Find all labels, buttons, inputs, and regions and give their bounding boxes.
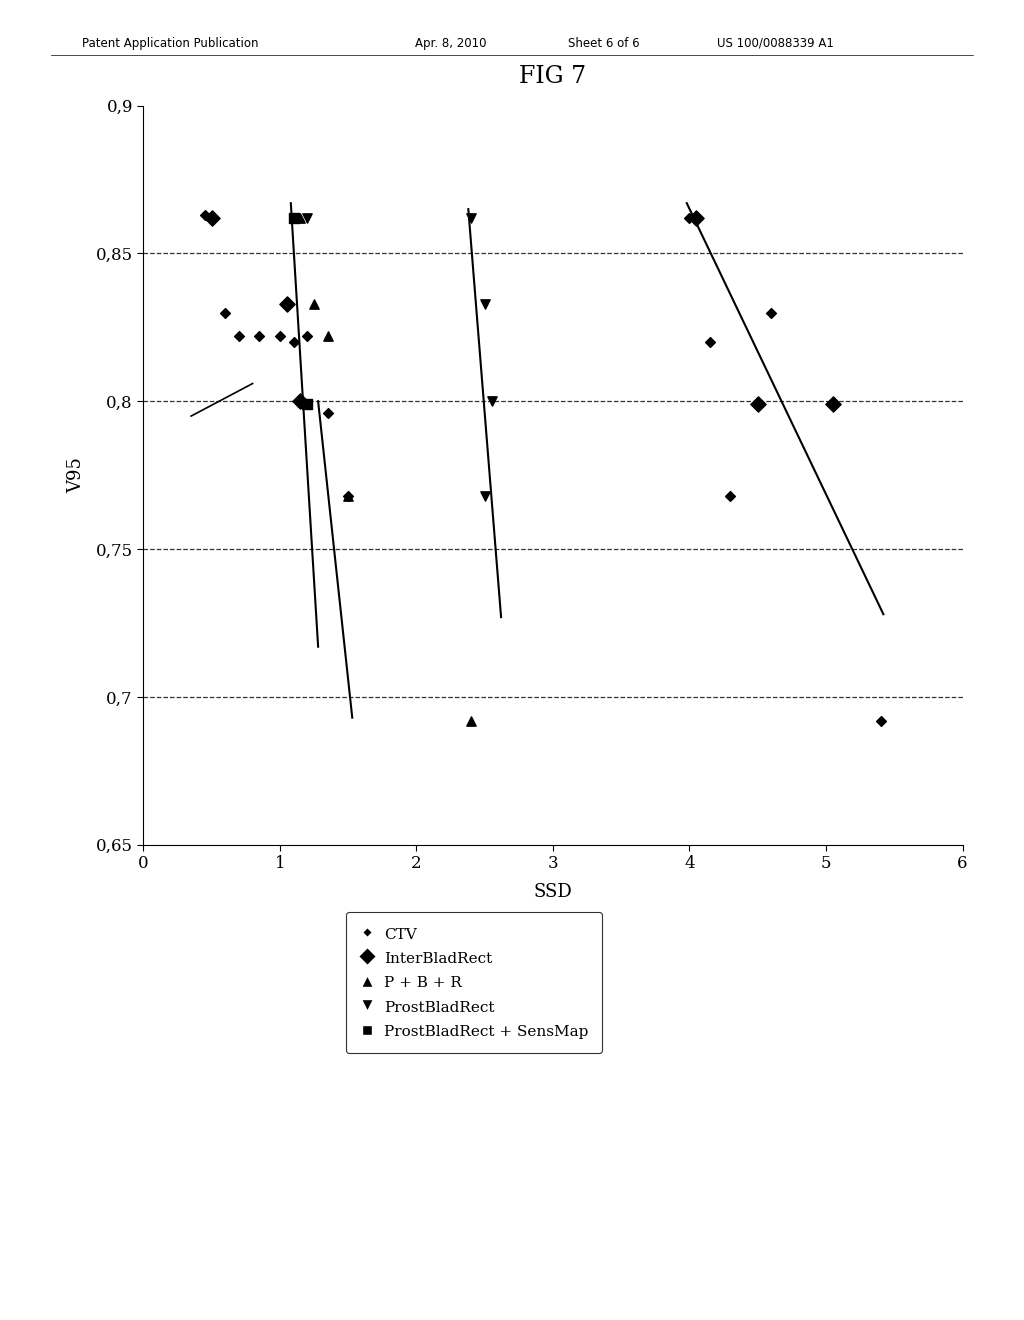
Point: [306, 293, 323, 314]
Text: Sheet 6 of 6: Sheet 6 of 6: [568, 37, 640, 50]
Point: [463, 207, 479, 228]
Point: [299, 393, 315, 414]
Point: [217, 302, 233, 323]
Point: [319, 403, 336, 424]
Point: [476, 293, 493, 314]
Point: [701, 331, 718, 352]
Point: [872, 710, 889, 731]
Point: [722, 486, 738, 507]
Point: [286, 331, 302, 352]
Point: [292, 207, 308, 228]
Y-axis label: V95: V95: [67, 457, 85, 494]
Point: [279, 293, 295, 314]
Legend: CTV, InterBladRect, P + B + R, ProstBladRect, ProstBladRect + SensMap: CTV, InterBladRect, P + B + R, ProstBlad…: [345, 912, 602, 1053]
Point: [292, 391, 308, 412]
Point: [681, 207, 697, 228]
Title: FIG 7: FIG 7: [519, 66, 587, 88]
Point: [197, 205, 213, 226]
Point: [688, 207, 705, 228]
Point: [204, 207, 220, 228]
Text: Patent Application Publication: Patent Application Publication: [82, 37, 258, 50]
Point: [271, 326, 288, 347]
Point: [319, 326, 336, 347]
Point: [286, 207, 302, 228]
Text: Apr. 8, 2010: Apr. 8, 2010: [415, 37, 486, 50]
Point: [251, 326, 267, 347]
Point: [340, 486, 356, 507]
Point: [483, 391, 500, 412]
Point: [824, 393, 841, 414]
Point: [299, 326, 315, 347]
Point: [750, 393, 766, 414]
Point: [476, 486, 493, 507]
Text: US 100/0088339 A1: US 100/0088339 A1: [717, 37, 834, 50]
Point: [340, 486, 356, 507]
Point: [299, 207, 315, 228]
Point: [230, 326, 247, 347]
Point: [463, 710, 479, 731]
X-axis label: SSD: SSD: [534, 883, 572, 902]
Point: [763, 302, 779, 323]
